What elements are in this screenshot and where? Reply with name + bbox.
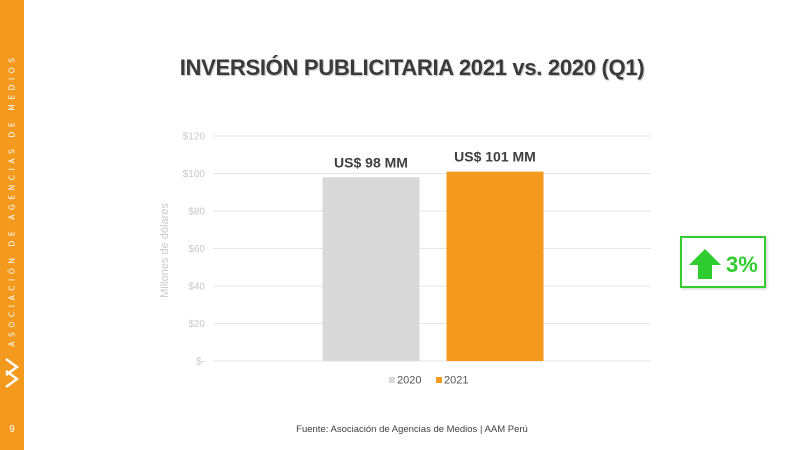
- page-number: 9: [9, 424, 15, 435]
- bar-2020: [322, 177, 420, 361]
- arrow-up-icon: [689, 249, 721, 279]
- y-tick-label: $100: [183, 169, 206, 180]
- sidebar: ASOCIACIÓN DE AGENCIAS DE MEDIOS 9: [0, 0, 24, 450]
- y-tick-label: $40: [188, 282, 205, 293]
- y-tick-label: $20: [188, 319, 205, 330]
- legend-label-2021: 2021: [444, 375, 468, 387]
- source-note: Fuente: Asociación de Agencias de Medios…: [296, 424, 528, 435]
- y-axis-label: Millones de dólares: [159, 203, 171, 298]
- growth-indicator: 3%: [680, 236, 766, 288]
- legend-swatch-2021: [436, 377, 442, 383]
- growth-percentage: 3%: [726, 252, 758, 277]
- chart-title: INVERSIÓN PUBLICITARIA 2021 vs. 2020 (Q1…: [179, 55, 645, 80]
- y-tick-label: $60: [188, 244, 205, 255]
- y-tick-label: $-: [196, 357, 205, 368]
- y-tick-label: $80: [188, 207, 205, 218]
- y-tick-label: $120: [183, 132, 206, 143]
- data-label-2021: US$ 101 MM: [454, 149, 536, 165]
- data-label-2020: US$ 98 MM: [334, 154, 408, 170]
- legend-label-2020: 2020: [397, 375, 421, 387]
- legend-swatch-2020: [389, 377, 395, 383]
- bar-2021: [446, 171, 544, 361]
- aam-chevron-logo-icon: [5, 358, 20, 388]
